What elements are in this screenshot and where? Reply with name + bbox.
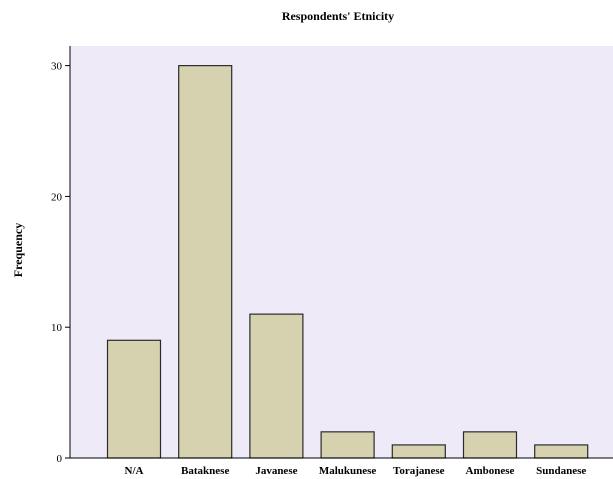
x-category-label: Malukunese [319,465,377,477]
x-category-label: Sundanese [536,465,586,477]
x-category-label: Ambonese [466,465,515,477]
bar [178,65,233,459]
x-category-label: Javanese [255,465,297,477]
y-axis-label: Frequency [11,223,25,277]
bar [391,444,446,459]
y-tick-label: 20 [51,191,63,203]
bar [462,431,518,459]
axes-layer [69,46,613,459]
x-category-label: Bataknese [181,465,229,477]
bar [320,431,375,459]
y-tick-label: 0 [57,453,63,465]
bar [249,313,304,459]
y-ticks: 0 10 20 30 [51,61,70,465]
y-tick-label: 30 [51,61,63,73]
chart-title: Respondents' Etnicity [282,9,394,23]
bars-layer [106,65,589,459]
y-tick-label: 10 [51,322,63,334]
bar [106,339,162,459]
x-categories: N/A Bataknese Javanese Malukunese Torajanese… [125,465,587,477]
x-category-label: Torajanese [393,465,445,477]
x-category-label: N/A [125,465,144,477]
bar [534,444,589,459]
